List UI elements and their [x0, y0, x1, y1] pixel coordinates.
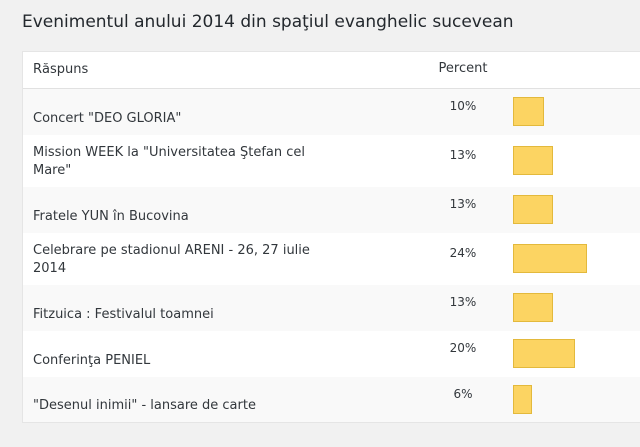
answer-label: Mission WEEK la "Universitatea Ştefan ce…: [33, 145, 306, 178]
percent-header: Percent: [438, 61, 488, 76]
result-row: Conferinţa PENIEL 20%: [23, 331, 640, 377]
answer-label: Conferinţa PENIEL: [33, 353, 151, 368]
percent-label: 10%: [449, 99, 477, 113]
percent-bar: [513, 293, 554, 322]
answer-label: Celebrare pe stadionul ARENI - 26, 27 iu…: [33, 243, 310, 276]
results-table: Răspuns Percent Concert "DEO GLORIA" 10% M…: [22, 51, 640, 423]
percent-label: 24%: [449, 246, 477, 260]
answer-label: Fratele YUN în Bucovina: [33, 209, 189, 224]
poll-title: Evenimentul anului 2014 din spaţiul evan…: [22, 12, 514, 32]
percent-bar: [513, 384, 532, 414]
answer-header: Răspuns: [33, 62, 89, 77]
answer-label: Fitzuica : Festivalul toamnei: [33, 307, 214, 322]
percent-bar: [513, 97, 544, 126]
percent-label: 13%: [449, 197, 477, 211]
percent-label: 13%: [449, 148, 477, 162]
percent-bar: [513, 195, 554, 224]
percent-label: 20%: [449, 341, 477, 355]
answer-label: Concert "DEO GLORIA": [33, 111, 182, 126]
result-row: Mission WEEK la "Universitatea Ştefan ce…: [23, 135, 640, 187]
result-row: Fitzuica : Festivalul toamnei 13%: [23, 285, 640, 331]
percent-bar: [513, 146, 554, 175]
percent-label: 6%: [453, 386, 473, 401]
result-row: "Desenul inimii" - lansare de carte 6%: [23, 377, 640, 422]
result-row: Celebrare pe stadionul ARENI - 26, 27 iu…: [23, 233, 640, 285]
percent-label: 13%: [449, 295, 477, 309]
answer-label: "Desenul inimii" - lansare de carte: [33, 398, 256, 413]
percent-bar: [513, 244, 588, 273]
table-header: Răspuns Percent: [23, 52, 640, 89]
result-row: Concert "DEO GLORIA" 10%: [23, 89, 640, 135]
result-row: Fratele YUN în Bucovina 13%: [23, 187, 640, 233]
percent-bar: [513, 339, 575, 368]
